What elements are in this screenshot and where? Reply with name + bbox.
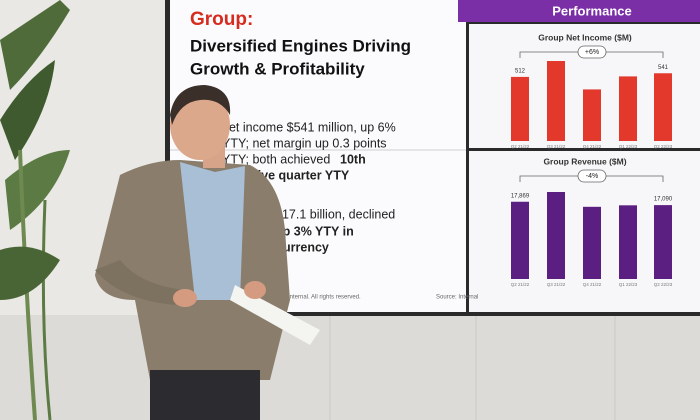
- x-tick-label: Q2 21/22: [511, 282, 530, 287]
- slide-title: Group:: [190, 9, 253, 30]
- x-tick-label: Q3 21/22: [547, 282, 566, 287]
- bullet-text: 10th: [340, 152, 366, 166]
- chart-title: Group Net Income ($M): [538, 32, 632, 42]
- value-label: 17,869: [511, 193, 530, 199]
- change-badge-text: -4%: [586, 173, 598, 180]
- bar: [619, 76, 637, 141]
- bar: [619, 205, 637, 279]
- slide-source: Source: Internal: [436, 295, 478, 301]
- value-label: 17,090: [654, 197, 673, 203]
- bullet-text: YTY; both achieved: [222, 152, 330, 166]
- x-tick-label: Q1 22/23: [619, 282, 638, 287]
- plant: [0, 0, 70, 420]
- x-tick-label: Q4 21/22: [583, 282, 602, 287]
- bar: [654, 205, 672, 279]
- bullet-text: urrency: [283, 240, 329, 254]
- charts: Group Net Income ($M) +6% Q2 21/22 512 Q3 21…: [511, 32, 673, 287]
- bullet-text: YTY; net margin up 0.3 points: [222, 136, 387, 150]
- bar: [583, 89, 601, 141]
- slide-subtitle: Growth & Profitability: [190, 59, 365, 78]
- chart-title: Group Revenue ($M): [543, 156, 626, 166]
- bullet-text: up 3% YTY in: [275, 224, 354, 238]
- bullet-text: net income $541 million, up 6%: [222, 120, 396, 134]
- panel-header: [458, 0, 700, 22]
- x-tick-label: Q1 22/23: [619, 144, 638, 149]
- bar: [547, 61, 565, 141]
- slide-subtitle: Diversified Engines Driving: [190, 36, 411, 55]
- value-label: 512: [515, 68, 526, 74]
- bar: [511, 76, 529, 141]
- bar: [583, 206, 601, 279]
- value-label: 541: [658, 65, 669, 71]
- x-tick-label: Q2 21/22: [511, 144, 530, 149]
- x-tick-label: Q2 22/23: [654, 144, 673, 149]
- presenter: [95, 85, 320, 420]
- change-badge-text: +6%: [585, 49, 599, 56]
- bullet-text: $17.1 billion, declined: [275, 207, 395, 221]
- panel-title: Performance: [552, 3, 631, 18]
- lower-wall: [0, 315, 700, 420]
- x-tick-label: Q3 21/22: [547, 144, 566, 149]
- change-badge: [577, 45, 607, 59]
- change-badge: [577, 169, 607, 183]
- x-tick-label: Q4 21/22: [583, 144, 602, 149]
- bar: [654, 73, 672, 141]
- bar: [511, 201, 529, 279]
- bar: [547, 192, 565, 279]
- slide-footer: vo Internal. All rights reserved.: [280, 295, 361, 301]
- x-tick-label: Q2 22/23: [654, 282, 673, 287]
